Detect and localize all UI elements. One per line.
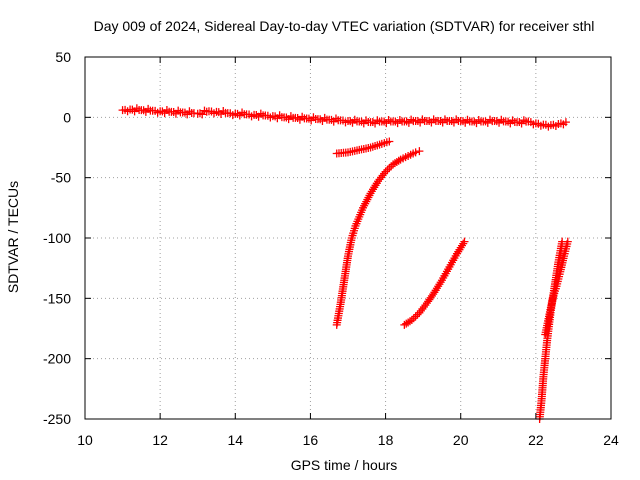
data-point xyxy=(460,237,469,246)
data-series xyxy=(118,104,572,423)
chart-title: Day 009 of 2024, Sidereal Day-to-day VTE… xyxy=(94,18,595,34)
x-tick-label: 24 xyxy=(603,432,619,448)
x-tick-label: 10 xyxy=(77,432,93,448)
data-point xyxy=(415,147,424,156)
x-tick-label: 22 xyxy=(528,432,544,448)
y-tick-label: -100 xyxy=(43,230,71,246)
x-tick-label: 12 xyxy=(152,432,168,448)
x-tick-label: 16 xyxy=(303,432,319,448)
axis-ticks: 10 12 14 16 18 20 22 24 50 0 -50 -100 -150 -200 -250 xyxy=(43,49,619,448)
y-tick-label: 50 xyxy=(55,49,71,65)
series-main-band xyxy=(118,104,570,131)
series-markers xyxy=(333,149,418,327)
x-tick-label: 18 xyxy=(378,432,394,448)
y-tick-label: 0 xyxy=(63,109,71,125)
x-tick-label: 20 xyxy=(453,432,469,448)
y-axis-label: SDTVAR / TECUs xyxy=(5,181,21,293)
series-arc-C xyxy=(400,237,469,329)
y-tick-label: -50 xyxy=(51,170,71,186)
series-arc-E xyxy=(541,237,572,339)
series-markers xyxy=(402,239,468,328)
y-tick-label: -250 xyxy=(43,411,71,427)
series-markers xyxy=(334,138,391,158)
series-arc-A xyxy=(332,137,394,158)
y-tick-label: -200 xyxy=(43,351,71,367)
series-markers xyxy=(121,104,568,131)
series-markers xyxy=(541,240,572,337)
series-arc-B xyxy=(332,147,424,329)
x-tick-label: 14 xyxy=(227,432,243,448)
y-tick-label: -150 xyxy=(43,290,71,306)
x-axis-label: GPS time / hours xyxy=(291,457,398,473)
